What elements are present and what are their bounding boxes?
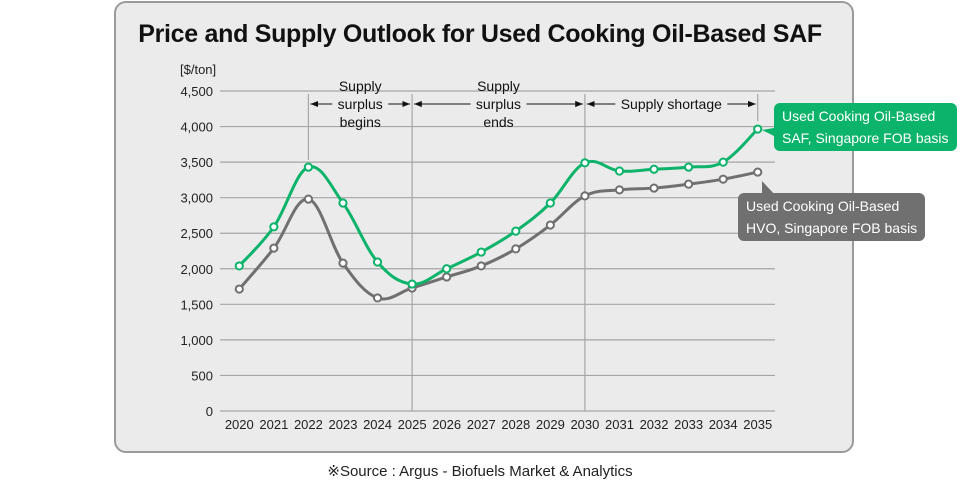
data-point-hvo-2023: [338, 258, 348, 268]
annotation-label: Supply: [339, 78, 382, 94]
y-tick-label: 4,500: [180, 84, 213, 99]
y-tick-label: 500: [191, 368, 213, 383]
data-point-hvo-2029: [545, 220, 555, 230]
y-tick-label: 0: [206, 404, 213, 419]
x-tick-label: 2032: [640, 417, 669, 432]
x-tick-label: 2027: [467, 417, 496, 432]
data-point-saf-2020: [234, 261, 244, 271]
x-tick-label: 2034: [709, 417, 738, 432]
legend-hvo-line-1: Used Cooking Oil-Based: [746, 198, 900, 214]
y-tick-label: 2,500: [180, 226, 213, 241]
data-point-saf-2024: [372, 257, 383, 267]
legend-callout-hvo: Used Cooking Oil-Based HVO, Singapore FO…: [738, 193, 926, 241]
data-point-saf-2028: [511, 226, 521, 236]
data-point-saf-2023: [338, 198, 348, 208]
data-point-hvo-2034: [718, 174, 728, 184]
legend-hvo-line-2: HVO, Singapore FOB basis: [746, 220, 918, 236]
annotation-label: ends: [483, 114, 513, 130]
chart-panel: [114, 1, 854, 453]
data-point-saf-2030: [580, 158, 590, 168]
series-line-hvo: [238, 170, 759, 301]
source-note: ※Source : Argus - Biofuels Market & Anal…: [327, 463, 633, 480]
data-point-saf-2035: [753, 124, 763, 134]
annotation-label: surplus: [476, 96, 521, 112]
annotation-label: begins: [340, 114, 381, 130]
legend-saf-line-2: SAF, Singapore FOB basis: [782, 130, 949, 146]
data-point-hvo-2031: [614, 185, 625, 195]
data-point-hvo-2020: [234, 284, 244, 294]
chart-title: Price and Supply Outlook for Used Cookin…: [138, 20, 822, 48]
x-tick-label: 2022: [294, 417, 323, 432]
x-tick-label: 2031: [605, 417, 634, 432]
y-tick-label: 2,000: [180, 262, 213, 277]
data-point-saf-2032: [649, 164, 659, 174]
data-point-hvo-2030: [580, 191, 590, 201]
legend-saf-line-1: Used Cooking Oil-Based: [782, 108, 936, 124]
x-tick-label: 2030: [570, 417, 599, 432]
y-tick-label: 1,000: [180, 333, 213, 348]
x-tick-label: 2024: [363, 417, 392, 432]
annotation-label: surplus: [338, 96, 383, 112]
legend-callout-saf: Used Cooking Oil-Based SAF, Singapore FO…: [774, 103, 957, 151]
data-point-saf-2027: [476, 247, 486, 257]
y-tick-label: 4,000: [180, 120, 213, 135]
data-point-hvo-2032: [649, 183, 659, 193]
data-point-saf-2029: [545, 198, 555, 208]
x-tick-label: 2023: [329, 417, 358, 432]
y-tick-label: 3,000: [180, 191, 213, 206]
data-point-saf-2031: [614, 166, 625, 176]
data-point-saf-2025: [407, 279, 417, 289]
x-tick-label: 2021: [259, 417, 288, 432]
y-axis-label: [$/ton]: [180, 62, 216, 77]
x-tick-label: 2029: [536, 417, 565, 432]
data-point-hvo-2027: [476, 261, 486, 271]
data-point-saf-2021: [269, 222, 279, 232]
data-point-hvo-2022: [303, 194, 314, 204]
x-tick-label: 2020: [225, 417, 254, 432]
data-point-hvo-2024: [372, 293, 383, 303]
y-tick-label: 1,500: [180, 297, 213, 312]
data-point-saf-2022: [303, 162, 314, 172]
data-point-hvo-2026: [442, 272, 452, 282]
x-tick-label: 2025: [398, 417, 427, 432]
data-point-hvo-2035: [753, 167, 763, 177]
x-tick-label: 2028: [501, 417, 530, 432]
y-tick-label: 3,500: [180, 155, 213, 170]
x-tick-label: 2026: [432, 417, 461, 432]
series-line-saf: [238, 127, 759, 286]
data-point-saf-2033: [683, 162, 694, 172]
annotation-label: Supply shortage: [621, 96, 722, 112]
data-point-saf-2034: [718, 157, 728, 167]
data-point-hvo-2028: [511, 244, 521, 254]
x-tick-label: 2035: [743, 417, 772, 432]
data-point-saf-2026: [442, 264, 452, 274]
data-point-hvo-2021: [269, 243, 279, 253]
annotation-label: Supply: [477, 78, 520, 94]
x-tick-label: 2033: [674, 417, 703, 432]
data-point-hvo-2033: [683, 179, 694, 189]
